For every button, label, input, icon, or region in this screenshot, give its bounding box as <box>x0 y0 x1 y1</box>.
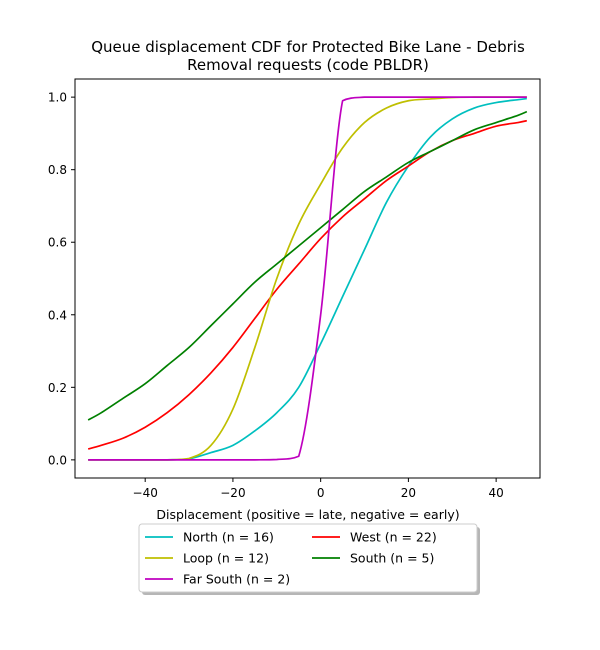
x-tick-label: 0 <box>317 486 325 500</box>
x-tick-label: 40 <box>488 486 503 500</box>
legend-label-west-n-22: West (n = 22) <box>350 530 437 545</box>
y-axis-ticks: 0.0 0.2 0.4 0.6 0.8 1.0 <box>48 91 75 467</box>
legend-label-far-south-n-2: Far South (n = 2) <box>183 572 290 587</box>
y-tick-label: 1.0 <box>48 91 67 105</box>
legend: North (n = 16) West (n = 22) Loop (n = 12)… <box>138 523 480 595</box>
legend-label-south-n-5: South (n = 5) <box>350 551 434 566</box>
series-line-far-south-n-2 <box>88 96 527 461</box>
series-line-loop-n-12 <box>88 96 527 461</box>
x-axis-ticks: −40 −20 0 20 40 <box>133 478 504 500</box>
legend-items: North (n = 16) West (n = 22) Loop (n = 12)… <box>145 530 437 587</box>
x-tick-label: −40 <box>133 486 158 500</box>
series-line-south-n-5 <box>87 110 528 421</box>
y-tick-label: 0.0 <box>48 453 67 467</box>
chart-title-line-2: Removal requests (code PBLDR) <box>187 56 429 74</box>
legend-label-loop-n-12: Loop (n = 12) <box>183 551 269 566</box>
legend-label-north-n-16: North (n = 16) <box>183 530 274 545</box>
x-axis-label: Displacement (positive = late, negative … <box>156 507 459 522</box>
x-tick-label: 20 <box>401 486 416 500</box>
y-tick-label: 0.2 <box>48 381 67 395</box>
legend-frame <box>138 523 478 593</box>
y-tick-label: 0.4 <box>48 308 67 322</box>
y-tick-label: 0.6 <box>48 236 67 250</box>
x-tick-label: −20 <box>220 486 245 500</box>
series-line-north-n-16 <box>88 97 527 461</box>
chart-title-line-1: Queue displacement CDF for Protected Bik… <box>91 38 525 56</box>
plot-lines <box>87 96 528 461</box>
series-line-west-n-22 <box>87 119 528 450</box>
plot-frame <box>74 78 541 479</box>
y-tick-label: 0.8 <box>48 163 67 177</box>
